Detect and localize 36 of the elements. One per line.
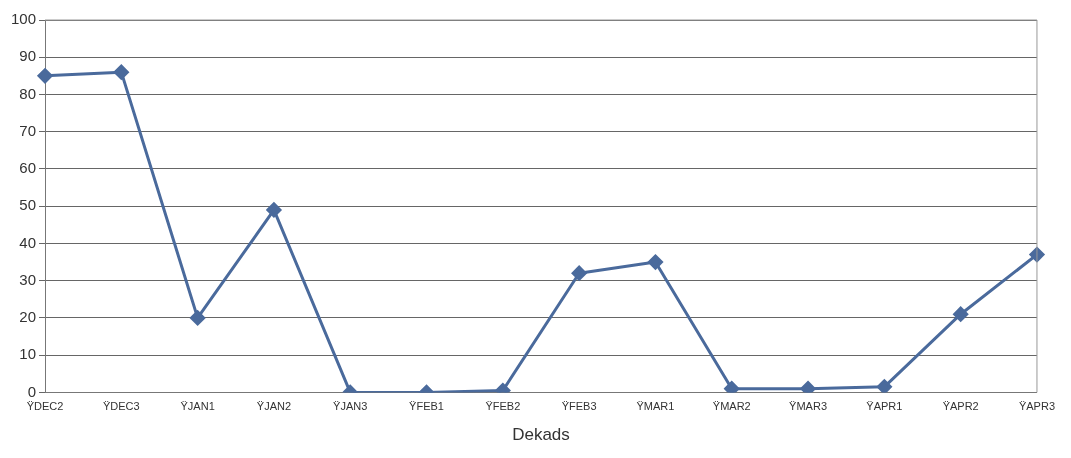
- x-tick-label: ŸAPR1: [866, 400, 903, 413]
- point: [647, 254, 663, 270]
- point: [266, 202, 282, 218]
- x-tick-label: ŸJAN2: [256, 400, 292, 413]
- x-tick-label: ŸFEB1: [409, 400, 444, 413]
- x-tick-label: ŸFEB2: [485, 400, 521, 413]
- x-tick-label: ŸAPR3: [1018, 400, 1055, 413]
- x-tick-label: ŸDEC2: [26, 400, 64, 413]
- point: [724, 381, 740, 393]
- y-tick-label: 90: [19, 47, 37, 65]
- point: [190, 310, 206, 326]
- x-tick-label: ŸMAR2: [712, 400, 751, 413]
- point: [800, 381, 816, 393]
- point: [571, 265, 587, 281]
- x-tick-label: ŸFEB3: [561, 400, 597, 413]
- x-axis-title: Dekads: [512, 425, 570, 445]
- y-tick-label: 100: [11, 10, 37, 28]
- y-tick-label: 80: [19, 84, 37, 102]
- x-tick-label: ŸDEC3: [102, 400, 140, 413]
- point: [876, 379, 892, 393]
- y-tick-label: 40: [19, 233, 37, 251]
- y-tick-label: 60: [19, 159, 37, 177]
- y-tick-label: 70: [19, 121, 37, 139]
- y-tick-label: 30: [19, 270, 37, 288]
- point: [953, 306, 969, 322]
- y-tick-label: 50: [19, 196, 37, 214]
- x-tick-label: ŸMAR1: [636, 400, 675, 413]
- x-tick-label: ŸAPR2: [942, 400, 979, 413]
- y-tick-label: 20: [19, 308, 37, 326]
- x-tick-label: ŸMAR3: [789, 400, 828, 413]
- y-tick-label: 0: [27, 382, 37, 400]
- point: [113, 64, 129, 80]
- point: [37, 68, 53, 84]
- x-tick-label: ŸJAN1: [180, 400, 215, 413]
- x-tick-label: ŸJAN3: [333, 400, 368, 413]
- y-tick-label: 10: [19, 345, 37, 363]
